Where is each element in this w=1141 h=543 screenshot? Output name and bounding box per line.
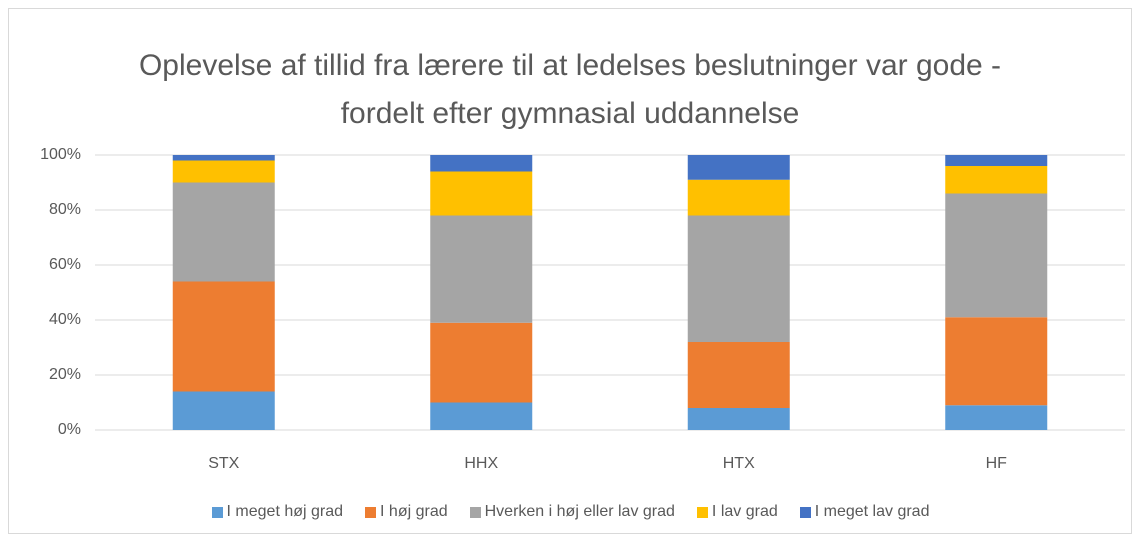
legend-item: I lav grad — [696, 503, 778, 521]
bar-segment — [945, 166, 1048, 194]
legend-item: I høj grad — [365, 503, 448, 521]
legend-label: I lav grad — [711, 503, 778, 520]
bar-segment — [172, 155, 275, 161]
legend-label: I meget lav grad — [814, 503, 930, 520]
bar-segment — [687, 408, 790, 430]
bar-segment — [430, 402, 533, 430]
bar-segment — [687, 155, 790, 180]
bar-segment — [687, 215, 790, 342]
bar-segment — [945, 155, 1048, 166]
bar-segment — [172, 182, 275, 282]
bar-segment — [945, 317, 1048, 406]
bar-segment — [430, 215, 533, 323]
legend-label: Hverken i høj eller lav grad — [484, 503, 675, 520]
x-tick-label: HTX — [723, 455, 755, 472]
bar-segment — [172, 281, 275, 392]
x-tick-label: HF — [986, 455, 1008, 472]
legend-label: I høj grad — [380, 503, 448, 520]
legend-swatch — [799, 506, 811, 518]
y-tick-label: 20% — [49, 366, 81, 383]
legend-item: I meget lav grad — [799, 503, 930, 521]
legend-item: I meget høj grad — [211, 503, 344, 521]
y-tick-label: 40% — [49, 311, 81, 328]
x-tick-label: STX — [208, 455, 239, 472]
legend-label: I meget høj grad — [226, 503, 344, 520]
bar-segment — [430, 155, 533, 172]
x-tick-label: HHX — [464, 455, 498, 472]
bar-segment — [945, 193, 1048, 318]
y-tick-label: 60% — [49, 256, 81, 273]
bar-segment — [172, 391, 275, 430]
bar-segment — [687, 179, 790, 216]
bar-segment — [430, 171, 533, 216]
legend-item: Hverken i høj eller lav grad — [469, 503, 675, 521]
chart-border — [8, 8, 1132, 534]
legend: I meget høj grad I høj grad Hverken i høj … — [0, 503, 1141, 521]
bar-segment — [172, 160, 275, 183]
chart-title: Oplevelse af tillid fra lærere til at le… — [138, 49, 1002, 130]
y-tick-label: 80% — [49, 201, 81, 218]
bar-segment — [687, 342, 790, 408]
bar-segment — [430, 322, 533, 403]
legend-swatch — [365, 506, 377, 518]
legend-swatch — [469, 506, 481, 518]
legend-swatch — [211, 506, 223, 518]
y-tick-label: 0% — [58, 421, 81, 438]
legend-swatch — [696, 506, 708, 518]
y-tick-label: 100% — [40, 146, 81, 163]
bar-segment — [945, 405, 1048, 430]
